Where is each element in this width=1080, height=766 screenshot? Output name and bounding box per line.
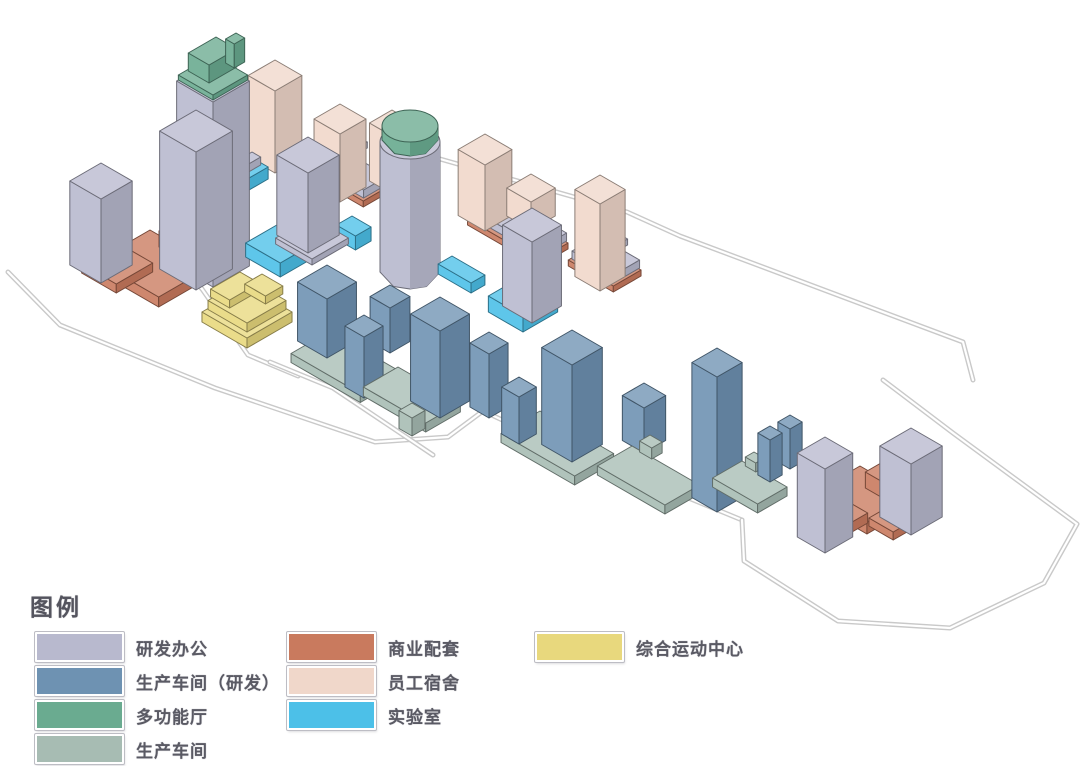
masterplan-svg (5, 32, 1080, 631)
